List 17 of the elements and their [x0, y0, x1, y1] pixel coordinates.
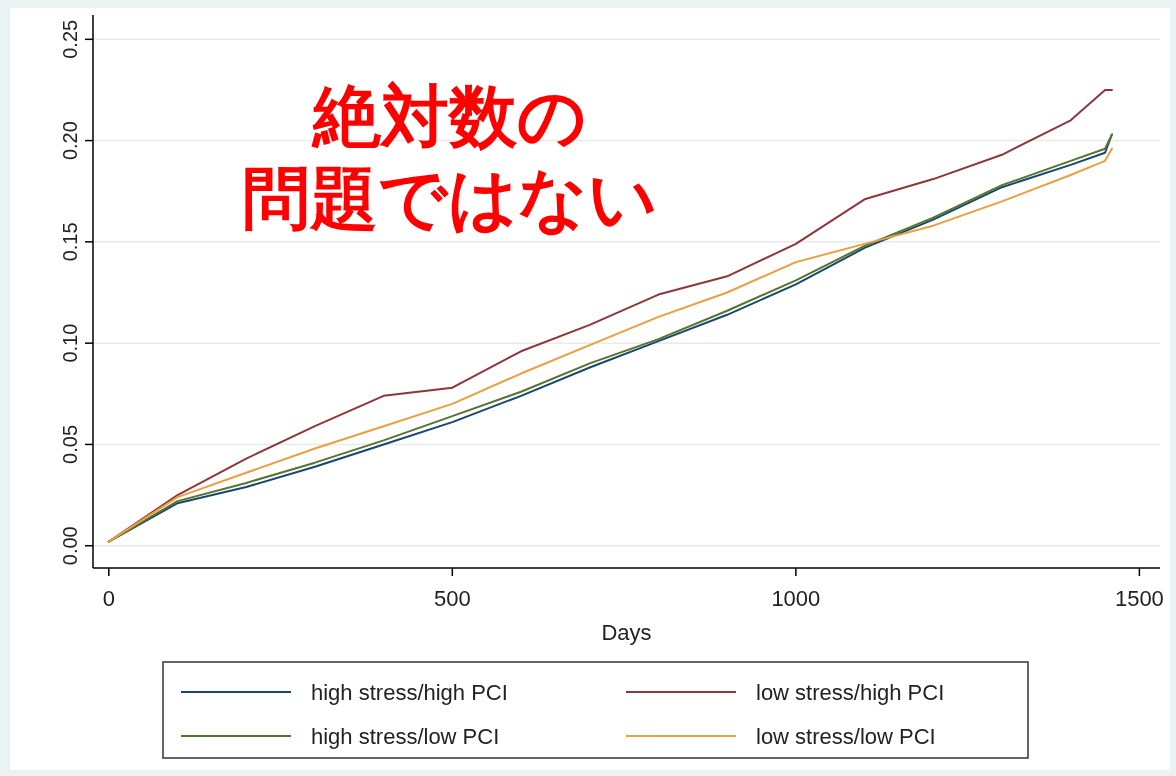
legend-label: low stress/low PCI [756, 724, 936, 749]
y-tick-label: 0.20 [59, 121, 81, 161]
legend-label: high stress/high PCI [311, 680, 508, 705]
annotation: 問題ではない [242, 160, 658, 236]
annotation: 絶対数の [311, 78, 587, 154]
y-tick-label: 0.25 [59, 19, 81, 59]
y-tick-label: 0.00 [59, 526, 81, 566]
x-tick-label: 0 [102, 586, 115, 611]
y-tick-label: 0.10 [59, 323, 81, 363]
legend-label: low stress/high PCI [756, 680, 945, 705]
y-tick-label: 0.05 [59, 424, 81, 464]
legend-label: high stress/low PCI [311, 724, 500, 749]
y-tick-label: 0.15 [59, 222, 81, 262]
x-tick-label: 500 [433, 586, 471, 611]
x-tick-label: 1500 [1114, 586, 1164, 611]
x-axis-title: Days [601, 620, 652, 645]
x-tick-label: 1000 [771, 586, 821, 611]
